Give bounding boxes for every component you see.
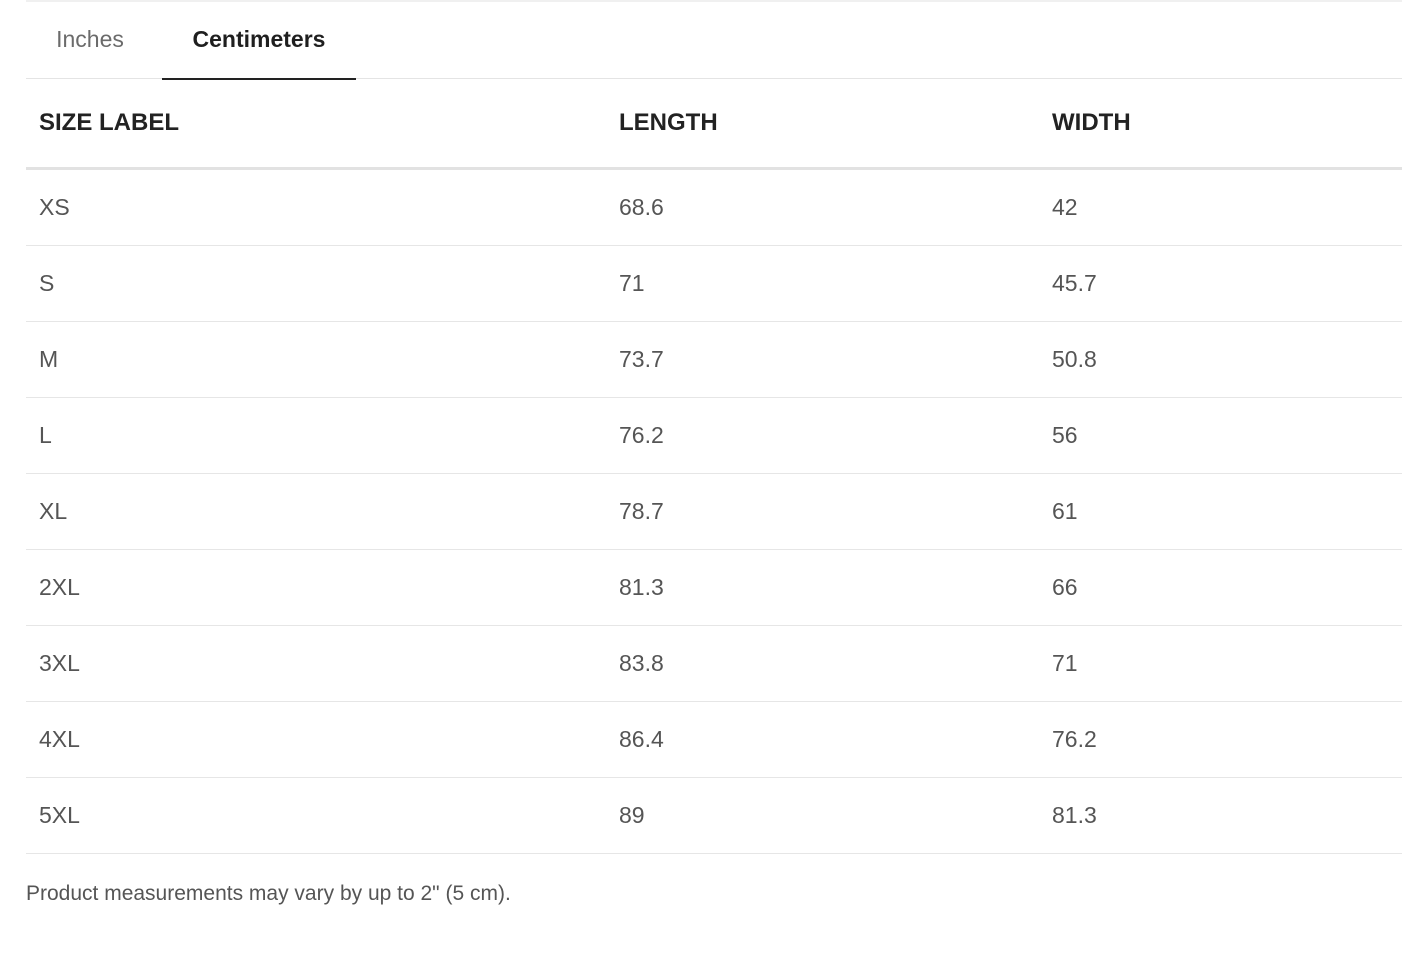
table-row: M 73.7 50.8 xyxy=(26,321,1402,398)
cell-length: 73.7 xyxy=(606,321,1039,398)
top-divider xyxy=(26,0,1402,2)
measurement-note: Product measurements may vary by up to 2… xyxy=(26,882,511,905)
cell-width: 45.7 xyxy=(1039,245,1402,322)
cell-width: 56 xyxy=(1039,397,1402,474)
cell-width: 76.2 xyxy=(1039,701,1402,778)
table-row: L 76.2 56 xyxy=(26,397,1402,474)
header-width: WIDTH xyxy=(1039,79,1402,170)
tab-centimeters[interactable]: Centimeters xyxy=(162,2,356,80)
cell-length: 89 xyxy=(606,777,1039,854)
cell-size: M xyxy=(26,321,606,398)
table-row: 4XL 86.4 76.2 xyxy=(26,701,1402,778)
cell-width: 42 xyxy=(1039,168,1402,246)
cell-length: 86.4 xyxy=(606,701,1039,778)
header-length: LENGTH xyxy=(606,79,1039,170)
table-row: S 71 45.7 xyxy=(26,245,1402,322)
cell-width: 66 xyxy=(1039,549,1402,626)
cell-width: 61 xyxy=(1039,473,1402,550)
cell-size: 2XL xyxy=(26,549,606,626)
cell-size: XL xyxy=(26,473,606,550)
cell-width: 81.3 xyxy=(1039,777,1402,854)
table-row: XS 68.6 42 xyxy=(26,168,1402,246)
cell-length: 71 xyxy=(606,245,1039,322)
cell-length: 78.7 xyxy=(606,473,1039,550)
cell-size: XS xyxy=(26,168,606,246)
cell-size: L xyxy=(26,397,606,474)
size-chart-table: SIZE LABEL LENGTH WIDTH XS 68.6 42 S 71 45.7 M… xyxy=(26,79,1402,854)
cell-length: 76.2 xyxy=(606,397,1039,474)
cell-size: 5XL xyxy=(26,777,606,854)
cell-width: 71 xyxy=(1039,625,1402,702)
tab-inches[interactable]: Inches xyxy=(56,26,124,52)
cell-size: 3XL xyxy=(26,625,606,702)
unit-tabs: Inches Centimeters xyxy=(26,2,1402,80)
cell-width: 50.8 xyxy=(1039,321,1402,398)
cell-size: 4XL xyxy=(26,701,606,778)
cell-length: 83.8 xyxy=(606,625,1039,702)
table-row: 5XL 89 81.3 xyxy=(26,777,1402,854)
header-size-label: SIZE LABEL xyxy=(26,79,606,170)
table-row: XL 78.7 61 xyxy=(26,473,1402,550)
table-header-row: SIZE LABEL LENGTH WIDTH xyxy=(26,79,1402,170)
table-row: 3XL 83.8 71 xyxy=(26,625,1402,702)
cell-size: S xyxy=(26,245,606,322)
cell-length: 68.6 xyxy=(606,168,1039,246)
table-row: 2XL 81.3 66 xyxy=(26,549,1402,626)
cell-length: 81.3 xyxy=(606,549,1039,626)
